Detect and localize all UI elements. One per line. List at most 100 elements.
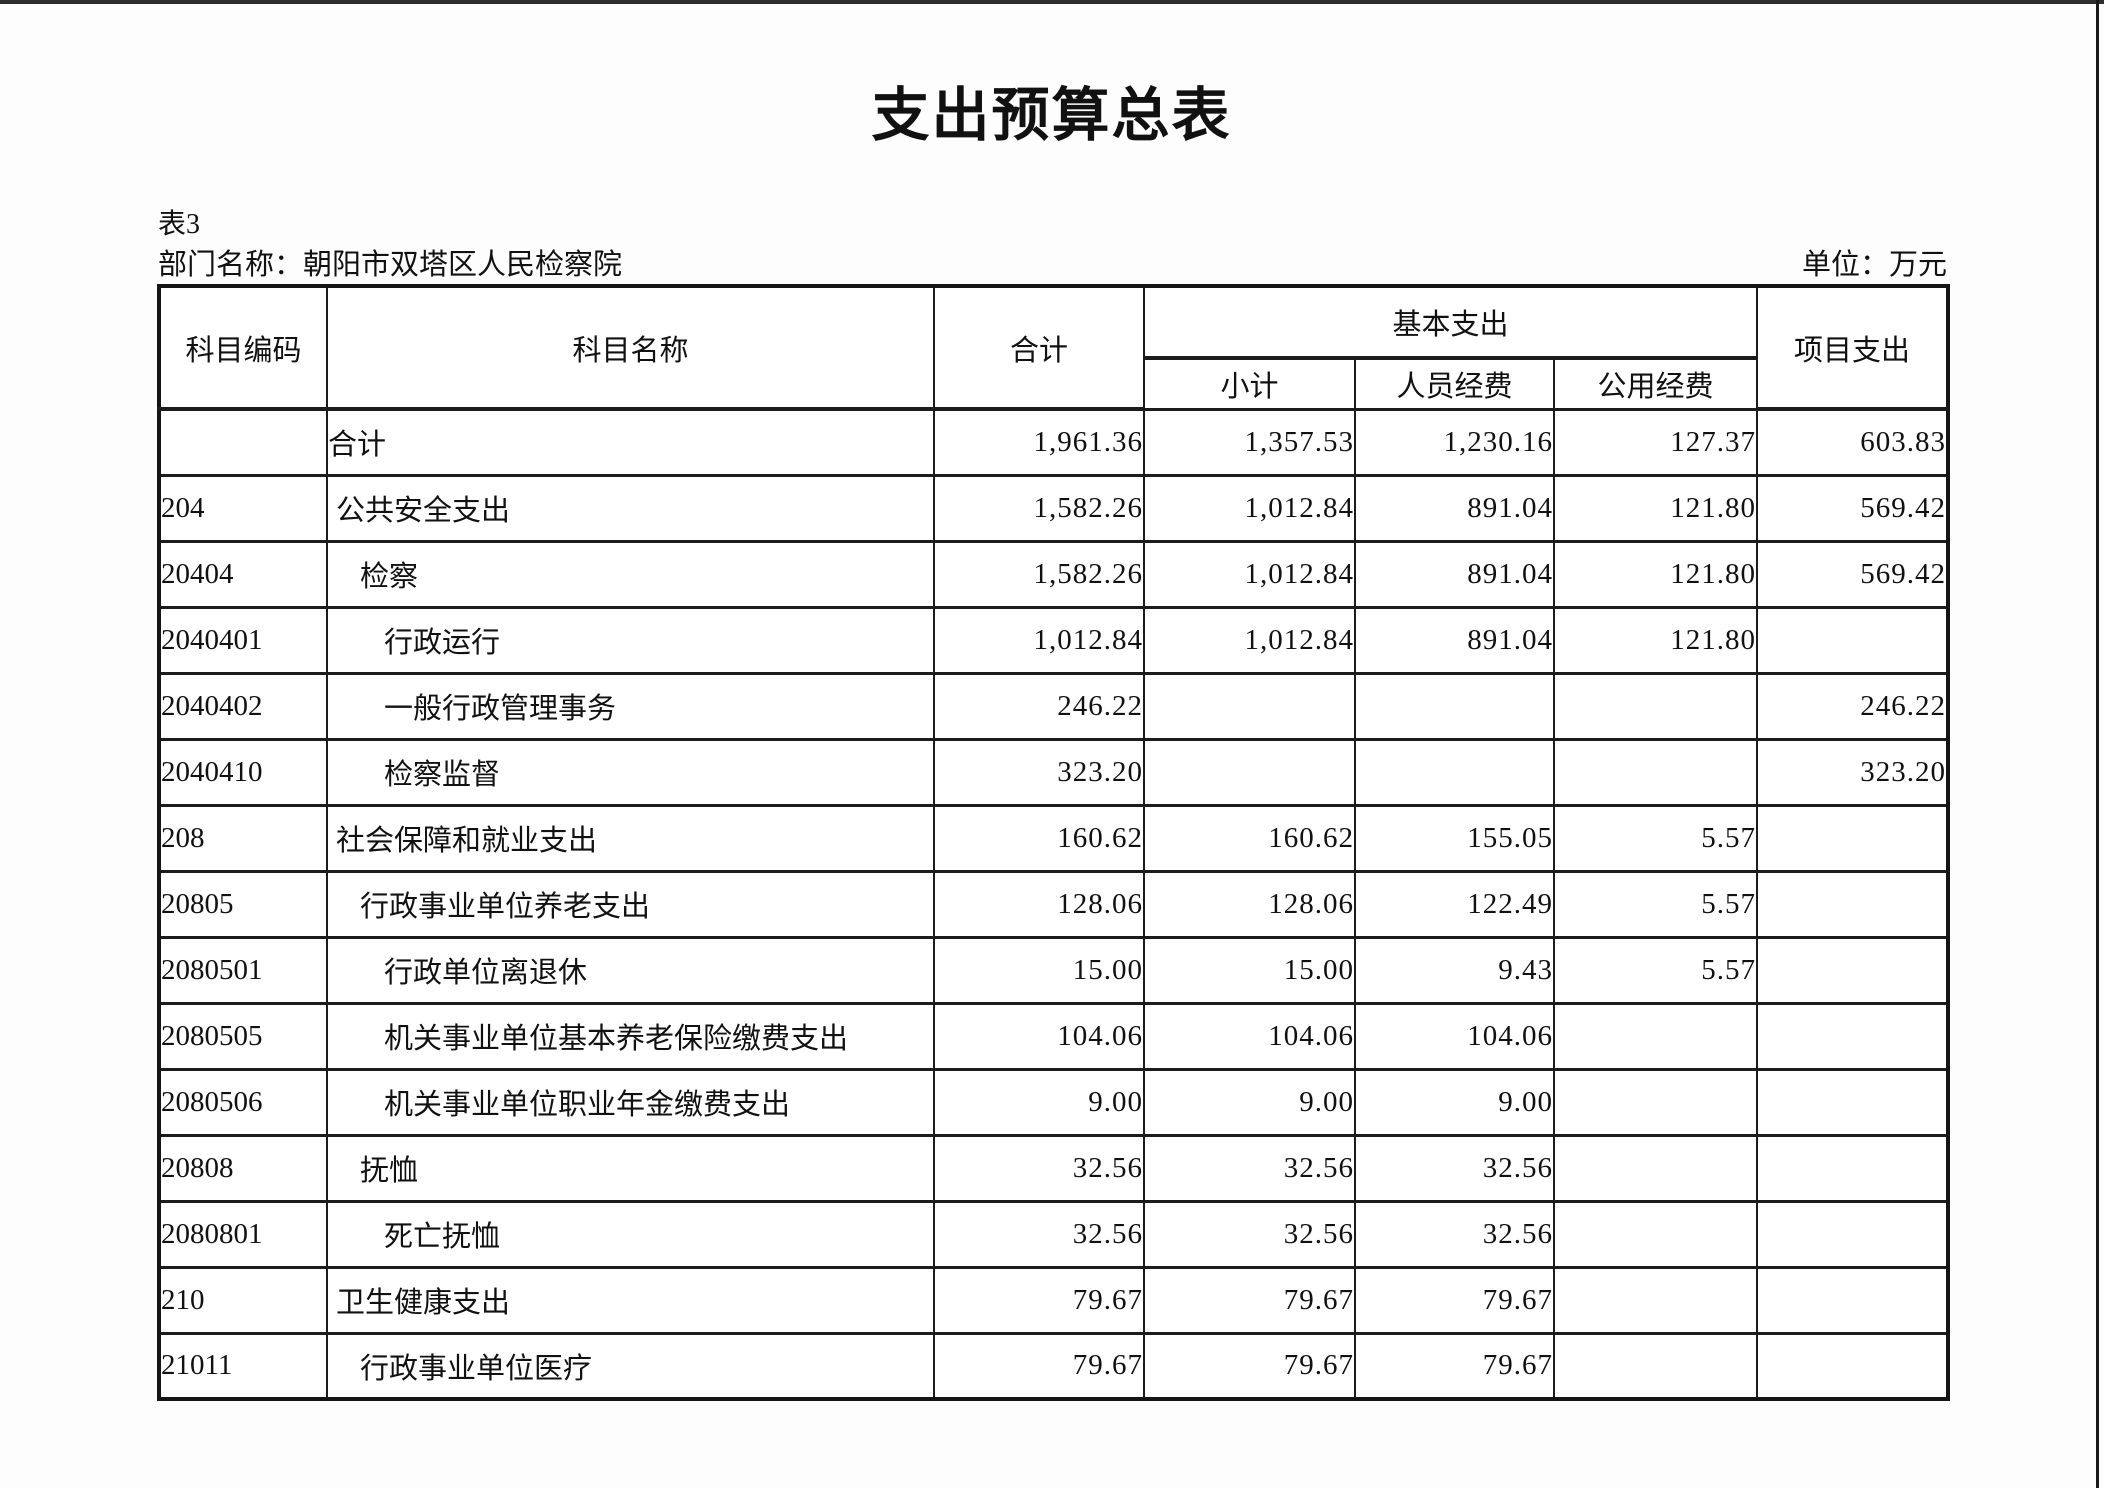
basic-subtotal-cell: 1,012.84 xyxy=(1143,539,1356,609)
public-funds-cell xyxy=(1552,1265,1759,1335)
project-expenditure-cell xyxy=(1756,605,1950,675)
basic-subtotal-cell: 32.56 xyxy=(1143,1199,1356,1269)
basic-subtotal-cell: 128.06 xyxy=(1143,869,1356,939)
subject-code-cell: 208 xyxy=(158,803,328,873)
basic-subtotal-cell: 1,357.53 xyxy=(1143,407,1356,477)
table-row: 20805 行政事业单位养老支出 128.06 128.06 122.49 5.57 xyxy=(158,869,1950,939)
project-expenditure-cell xyxy=(1756,869,1950,939)
basic-subtotal-cell: 79.67 xyxy=(1143,1331,1356,1401)
table-row: 204 公共安全支出 1,582.26 1,012.84 891.04 121.80 569… xyxy=(158,473,1950,543)
table-row: 2040402 一般行政管理事务 246.22 246.22 xyxy=(158,671,1950,741)
column-header-total: 合计 xyxy=(933,284,1145,411)
scan-edge-right xyxy=(2096,0,2099,1488)
total-cell: 1,582.26 xyxy=(933,539,1145,609)
subject-code-cell: 2080506 xyxy=(158,1067,328,1137)
subject-name-cell: 行政事业单位医疗 xyxy=(326,1331,935,1401)
subject-code-cell: 204 xyxy=(158,473,328,543)
personnel-funds-cell: 155.05 xyxy=(1354,803,1555,873)
total-cell: 9.00 xyxy=(933,1067,1145,1137)
subject-code-cell: 20805 xyxy=(158,869,328,939)
personnel-funds-cell: 891.04 xyxy=(1354,539,1555,609)
public-funds-cell xyxy=(1552,1001,1759,1071)
subject-name-cell: 机关事业单位基本养老保险缴费支出 xyxy=(326,1001,935,1071)
total-cell: 128.06 xyxy=(933,869,1145,939)
subject-name-cell: 公共安全支出 xyxy=(326,473,935,543)
total-cell: 32.56 xyxy=(933,1199,1145,1269)
public-funds-cell xyxy=(1552,1199,1759,1269)
table-body: 合计 1,961.36 1,357.53 1,230.16 127.37 603.83 20… xyxy=(158,407,1950,1401)
personnel-funds-cell: 1,230.16 xyxy=(1354,407,1555,477)
table-header: 科目编码 科目名称 合计 基本支出 项目支出 小计 人员经费 公用经费 xyxy=(158,284,1950,411)
total-cell: 32.56 xyxy=(933,1133,1145,1203)
project-expenditure-cell xyxy=(1756,1331,1950,1401)
table-row: 208 社会保障和就业支出 160.62 160.62 155.05 5.57 xyxy=(158,803,1950,873)
public-funds-cell: 121.80 xyxy=(1552,473,1759,543)
subject-name-cell: 卫生健康支出 xyxy=(326,1265,935,1335)
department-name-label: 部门名称：朝阳市双塔区人民检察院 xyxy=(158,249,623,281)
subject-code-cell: 2080505 xyxy=(158,1001,328,1071)
basic-subtotal-cell: 32.56 xyxy=(1143,1133,1356,1203)
subject-code-cell: 2040402 xyxy=(158,671,328,741)
project-expenditure-cell xyxy=(1756,1265,1950,1335)
basic-subtotal-cell: 1,012.84 xyxy=(1143,473,1356,543)
table-row: 21011 行政事业单位医疗 79.67 79.67 79.67 xyxy=(158,1331,1950,1401)
budget-table: 科目编码 科目名称 合计 基本支出 项目支出 小计 人员经费 公用经费 合计 1,… xyxy=(157,284,1951,1401)
table-row: 2040410 检察监督 323.20 323.20 xyxy=(158,737,1950,807)
personnel-funds-cell: 891.04 xyxy=(1354,605,1555,675)
header-row-1: 科目编码 科目名称 合计 基本支出 项目支出 xyxy=(158,284,1950,411)
subject-name-cell: 行政事业单位养老支出 xyxy=(326,869,935,939)
total-cell: 79.67 xyxy=(933,1331,1145,1401)
public-funds-cell: 5.57 xyxy=(1552,935,1759,1005)
subject-name-cell: 检察监督 xyxy=(326,737,935,807)
subject-name-cell: 死亡抚恤 xyxy=(326,1199,935,1269)
public-funds-cell: 5.57 xyxy=(1552,803,1759,873)
project-expenditure-cell: 246.22 xyxy=(1756,671,1950,741)
basic-subtotal-cell: 1,012.84 xyxy=(1143,605,1356,675)
public-funds-cell xyxy=(1552,737,1759,807)
total-cell: 1,961.36 xyxy=(933,407,1145,477)
table-row: 2080801 死亡抚恤 32.56 32.56 32.56 xyxy=(158,1199,1950,1269)
column-header-public-funds: 公用经费 xyxy=(1552,356,1759,411)
column-header-subject-code: 科目编码 xyxy=(158,284,328,411)
total-cell: 79.67 xyxy=(933,1265,1145,1335)
table-meta-row: 部门名称：朝阳市双塔区人民检察院 单位：万元 xyxy=(158,248,1947,283)
total-cell: 323.20 xyxy=(933,737,1145,807)
subject-name-cell: 检察 xyxy=(326,539,935,609)
project-expenditure-cell xyxy=(1756,1001,1950,1071)
personnel-funds-cell: 79.67 xyxy=(1354,1265,1555,1335)
table-row: 合计 1,961.36 1,357.53 1,230.16 127.37 603.83 xyxy=(158,407,1950,477)
basic-subtotal-cell: 160.62 xyxy=(1143,803,1356,873)
subject-code-cell: 21011 xyxy=(158,1331,328,1401)
subject-name-cell: 社会保障和就业支出 xyxy=(326,803,935,873)
subject-name-cell: 行政运行 xyxy=(326,605,935,675)
project-expenditure-cell xyxy=(1756,1067,1950,1137)
project-expenditure-cell: 603.83 xyxy=(1756,407,1950,477)
personnel-funds-cell: 9.43 xyxy=(1354,935,1555,1005)
subject-code-cell: 20404 xyxy=(158,539,328,609)
personnel-funds-cell: 79.67 xyxy=(1354,1331,1555,1401)
public-funds-cell: 121.80 xyxy=(1552,605,1759,675)
personnel-funds-cell: 891.04 xyxy=(1354,473,1555,543)
column-header-project-expenditure: 项目支出 xyxy=(1756,284,1950,411)
table-row: 2040401 行政运行 1,012.84 1,012.84 891.04 121.80 xyxy=(158,605,1950,675)
table-number-label: 表3 xyxy=(158,209,201,240)
subject-code-cell: 2080801 xyxy=(158,1199,328,1269)
subject-name-cell: 一般行政管理事务 xyxy=(326,671,935,741)
subject-code-cell xyxy=(158,407,328,477)
basic-subtotal-cell: 79.67 xyxy=(1143,1265,1356,1335)
personnel-funds-cell: 32.56 xyxy=(1354,1133,1555,1203)
table-row: 2080506 机关事业单位职业年金缴费支出 9.00 9.00 9.00 xyxy=(158,1067,1950,1137)
column-header-subject-name: 科目名称 xyxy=(326,284,935,411)
public-funds-cell xyxy=(1552,1133,1759,1203)
subject-name-cell: 合计 xyxy=(326,407,935,477)
personnel-funds-cell xyxy=(1354,671,1555,741)
personnel-funds-cell: 32.56 xyxy=(1354,1199,1555,1269)
scan-edge-top xyxy=(0,0,2104,4)
basic-subtotal-cell: 9.00 xyxy=(1143,1067,1356,1137)
basic-subtotal-cell: 104.06 xyxy=(1143,1001,1356,1071)
column-header-personnel-funds: 人员经费 xyxy=(1354,356,1555,411)
total-cell: 246.22 xyxy=(933,671,1145,741)
personnel-funds-cell: 122.49 xyxy=(1354,869,1555,939)
project-expenditure-cell xyxy=(1756,1199,1950,1269)
